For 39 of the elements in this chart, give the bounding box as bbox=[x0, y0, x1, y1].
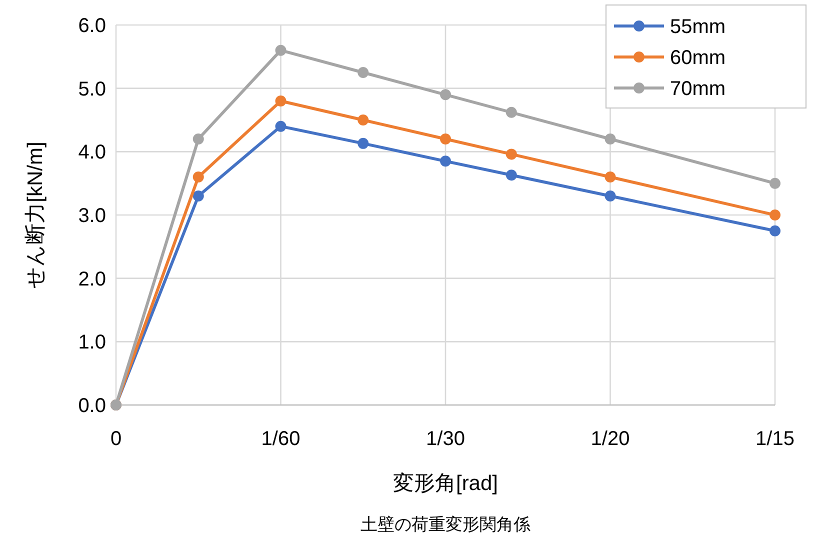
x-tick-label: 1/15 bbox=[756, 428, 794, 450]
point bbox=[604, 172, 616, 182]
legend-label: 60mm bbox=[670, 47, 726, 69]
point bbox=[275, 96, 286, 106]
point bbox=[358, 67, 369, 78]
point bbox=[770, 178, 780, 189]
point bbox=[440, 156, 451, 167]
point bbox=[275, 120, 286, 132]
point bbox=[506, 106, 517, 118]
x-tick-label: 1/20 bbox=[590, 428, 630, 450]
point bbox=[604, 134, 616, 144]
legend-label: 55mm bbox=[670, 16, 726, 38]
x-tick-label: 1/30 bbox=[426, 428, 465, 450]
legend-label: 70mm bbox=[670, 78, 726, 100]
y-tick-label: 3.0 bbox=[78, 205, 106, 227]
point bbox=[358, 138, 369, 149]
point bbox=[192, 134, 204, 144]
point bbox=[440, 134, 451, 144]
x-tick-label: 0 bbox=[110, 428, 122, 450]
point bbox=[358, 114, 369, 126]
point bbox=[770, 210, 780, 220]
point bbox=[440, 89, 451, 100]
point bbox=[604, 190, 616, 202]
x-tick-label: 1/60 bbox=[261, 428, 300, 450]
y-tick-label: 1.0 bbox=[78, 332, 106, 354]
y-tick-label: 4.0 bbox=[78, 142, 106, 164]
point bbox=[192, 190, 204, 202]
x-axis-title: 変形角[rad] bbox=[392, 472, 498, 495]
point bbox=[275, 44, 286, 56]
y-tick-label: 5.0 bbox=[78, 78, 106, 100]
text: 土壁の荷重変形関角係 bbox=[360, 515, 530, 534]
point bbox=[770, 225, 780, 236]
point bbox=[506, 170, 517, 181]
point bbox=[192, 172, 204, 182]
point bbox=[506, 148, 517, 160]
y-tick-label: 6.0 bbox=[78, 15, 106, 37]
y-axis-title: せん断力[kN/m] bbox=[24, 142, 47, 288]
y-tick-label: 0.0 bbox=[78, 395, 106, 417]
y-tick-label: 2.0 bbox=[78, 268, 106, 290]
